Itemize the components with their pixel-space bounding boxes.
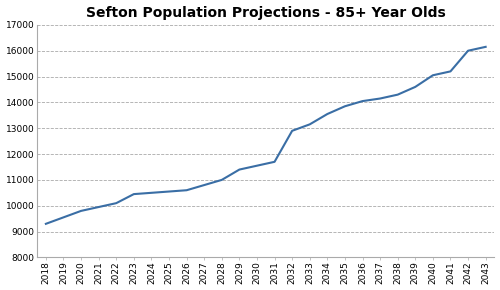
Title: Sefton Population Projections - 85+ Year Olds: Sefton Population Projections - 85+ Year… [86, 6, 446, 19]
